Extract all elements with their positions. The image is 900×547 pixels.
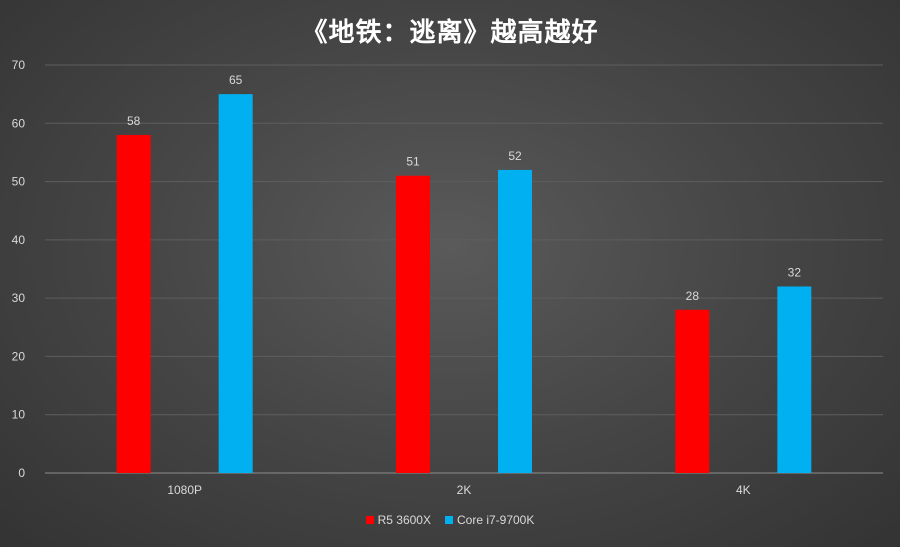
legend-item-series-0: R5 3600X (365, 513, 431, 527)
y-tick-label: 50 (12, 175, 26, 189)
bar-core-i7-9700k-2k (498, 169, 532, 473)
gridlines (45, 64, 883, 474)
data-label: 65 (229, 73, 243, 87)
y-tick-label: 60 (12, 116, 26, 130)
y-tick-label: 30 (12, 291, 26, 305)
y-tick-label: 70 (12, 58, 26, 72)
bar-r5-3600x-4k (675, 309, 710, 473)
chart-title: 《地铁：逃离》越高越好 (301, 18, 599, 48)
y-tick-label: 40 (12, 233, 26, 247)
data-label: 32 (788, 265, 802, 279)
bar-core-i7-9700k-4k (777, 286, 812, 473)
data-label: 52 (508, 149, 522, 163)
y-tick-label: 20 (12, 349, 26, 363)
y-axis-tick-labels: 0 10 20 30 40 50 60 70 (12, 58, 26, 480)
legend-item-series-1: Core i7-9700K (444, 513, 535, 527)
legend-label: Core i7-9700K (456, 513, 535, 527)
data-label: 28 (686, 289, 700, 303)
legend-swatch-red (365, 516, 374, 524)
x-tick-label: 4K (736, 483, 751, 497)
x-axis-tick-labels: 1080P 2K 4K (167, 483, 750, 497)
bar-core-i7-9700k-1080p (218, 94, 253, 474)
data-label: 51 (406, 155, 420, 169)
legend-label: R5 3600X (377, 513, 431, 527)
y-tick-label: 0 (18, 466, 25, 480)
data-labels: 58 65 51 52 28 32 (127, 73, 801, 303)
bar-r5-3600x-1080p (116, 134, 151, 473)
bar-r5-3600x-2k (396, 175, 430, 473)
legend-swatch-blue (444, 516, 453, 524)
data-label: 58 (127, 114, 141, 128)
x-tick-label: 2K (457, 483, 472, 497)
bars (116, 94, 812, 474)
y-tick-label: 10 (12, 408, 26, 422)
legend: R5 3600X Core i7-9700K (0, 513, 900, 527)
x-tick-label: 1080P (167, 483, 202, 497)
